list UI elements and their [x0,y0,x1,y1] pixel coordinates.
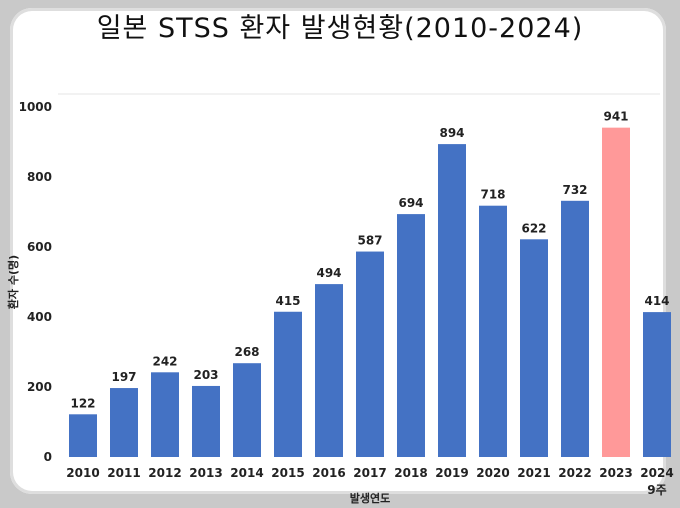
bar-2016 [315,284,343,457]
bar-2019 [438,144,466,457]
y-tick-label: 600 [27,240,52,254]
data-label-2016: 494 [316,266,341,280]
data-label-2022: 732 [562,183,587,197]
bar-2024 [643,312,671,457]
data-label-2012: 242 [152,354,177,368]
x-tick-label-2021: 2021 [517,466,550,480]
data-label-2020: 718 [480,188,505,202]
x-tick-label-2024: 2024 [640,466,673,480]
x-tick-note-2024: 9주 [647,483,666,497]
x-tick-label-2019: 2019 [435,466,468,480]
data-label-2017: 587 [357,234,382,248]
data-label-2019: 894 [439,126,464,140]
bar-2011 [110,388,138,457]
bar-2014 [233,363,261,457]
data-label-2014: 268 [234,345,259,359]
x-tick-label-2011: 2011 [107,466,140,480]
x-axis-label: 발생연도 [350,491,390,505]
bar-2012 [151,372,179,457]
y-tick-label: 200 [27,380,52,394]
x-tick-label-2023: 2023 [599,466,632,480]
data-label-2013: 203 [193,368,218,382]
data-label-2010: 122 [70,396,95,410]
bar-2020 [479,205,507,457]
data-label-2024: 414 [644,294,669,308]
bar-2010 [69,414,97,457]
bar-2021 [520,239,548,457]
x-tick-label-2013: 2013 [189,466,222,480]
y-tick-label: 400 [27,310,52,324]
data-label-2015: 415 [275,294,300,308]
x-tick-label-2016: 2016 [312,466,345,480]
y-tick-label: 800 [27,170,52,184]
data-label-2011: 197 [111,370,136,384]
x-tick-label-2022: 2022 [558,466,591,480]
x-tick-label-2017: 2017 [353,466,386,480]
x-tick-label-2020: 2020 [476,466,509,480]
data-label-2021: 622 [521,221,546,235]
bar-2022 [561,200,589,458]
bar-2013 [192,385,220,457]
x-tick-label-2012: 2012 [148,466,181,480]
data-label-2023: 941 [603,110,628,124]
data-label-2018: 694 [398,196,423,210]
chart-title: 일본 STSS 환자 발생현황(2010-2024) [96,13,584,44]
y-tick-label: 1000 [19,100,52,114]
x-tick-label-2015: 2015 [271,466,304,480]
bar-2017 [356,251,384,457]
x-tick-label-2010: 2010 [66,466,99,480]
y-tick-label: 0 [44,450,52,464]
x-tick-label-2018: 2018 [394,466,427,480]
bar-2015 [274,311,302,457]
y-axis-label: 환자 수(명) [6,255,20,309]
x-tick-label-2014: 2014 [230,466,263,480]
bar-2018 [397,214,425,457]
bar-2023 [602,127,630,458]
